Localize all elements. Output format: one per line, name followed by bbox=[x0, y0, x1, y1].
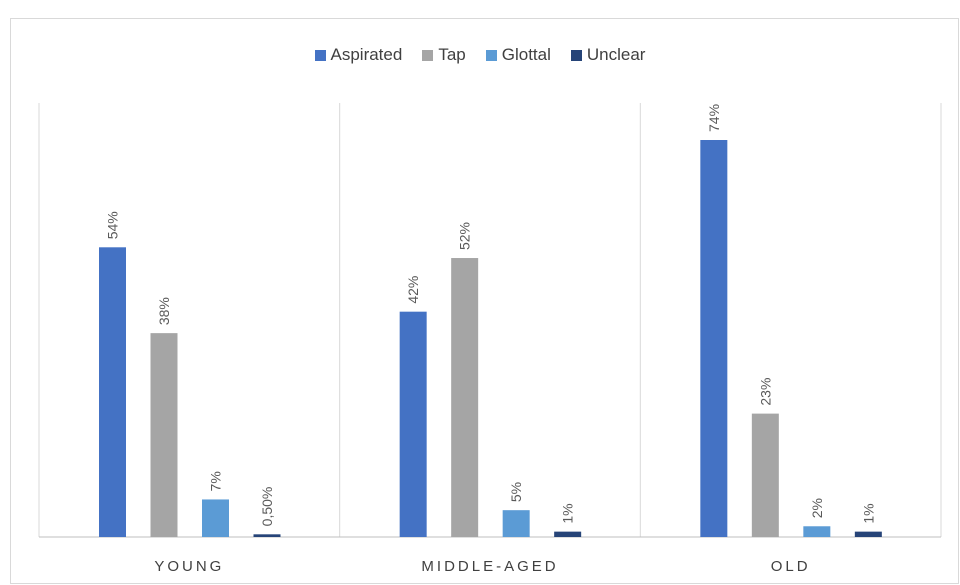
bar-glottal-middle-aged bbox=[502, 510, 530, 537]
data-label-glottal-middle-aged: 5% bbox=[508, 482, 524, 502]
bar-unclear-middle-aged bbox=[554, 531, 582, 537]
legend-item-tap: Tap bbox=[422, 45, 466, 65]
legend-swatch-unclear bbox=[570, 49, 582, 61]
bar-unclear-old bbox=[854, 531, 882, 537]
data-label-tap-middle-aged: 52% bbox=[457, 222, 473, 250]
legend-label-tap: Tap bbox=[438, 45, 466, 64]
x-tick-label-middle-aged: MIDDLE-AGED bbox=[421, 558, 558, 575]
bar-glottal-young bbox=[202, 499, 229, 537]
data-label-tap-young: 38% bbox=[156, 297, 172, 325]
data-label-glottal-old: 2% bbox=[809, 498, 825, 518]
data-label-aspirated-middle-aged: 42% bbox=[405, 276, 421, 304]
legend: Aspirated Tap Glottal Unclear bbox=[0, 44, 960, 66]
bar-glottal-old bbox=[803, 526, 831, 537]
bar-unclear-young bbox=[253, 534, 281, 537]
legend-item-aspirated: Aspirated bbox=[314, 45, 403, 65]
legend-label-aspirated: Aspirated bbox=[330, 45, 403, 64]
x-tick-label-young: YOUNG bbox=[154, 558, 224, 575]
bar-tap-middle-aged bbox=[451, 258, 479, 537]
bar-tap-old bbox=[751, 413, 779, 537]
data-label-tap-old: 23% bbox=[757, 378, 773, 406]
bar-tap-young bbox=[150, 333, 178, 537]
legend-label-unclear: Unclear bbox=[586, 45, 646, 64]
legend-item-unclear: Unclear bbox=[570, 45, 646, 65]
data-label-unclear-middle-aged: 1% bbox=[560, 503, 576, 523]
bar-aspirated-old bbox=[700, 140, 728, 537]
legend-swatch-tap bbox=[422, 49, 434, 61]
data-label-unclear-old: 1% bbox=[860, 503, 876, 523]
legend-item-glottal: Glottal bbox=[485, 45, 551, 65]
bar-aspirated-young bbox=[99, 247, 126, 537]
bar-aspirated-middle-aged bbox=[399, 311, 427, 537]
legend-label-glottal: Glottal bbox=[501, 45, 551, 64]
data-label-aspirated-old: 74% bbox=[706, 104, 722, 132]
legend-swatch-aspirated bbox=[314, 49, 326, 61]
legend-swatch-glottal bbox=[485, 49, 497, 61]
data-label-unclear-young: 0,50% bbox=[259, 487, 275, 527]
data-label-glottal-young: 7% bbox=[208, 471, 224, 491]
data-label-aspirated-young: 54% bbox=[105, 211, 121, 239]
x-tick-label-old: OLD bbox=[771, 558, 811, 575]
